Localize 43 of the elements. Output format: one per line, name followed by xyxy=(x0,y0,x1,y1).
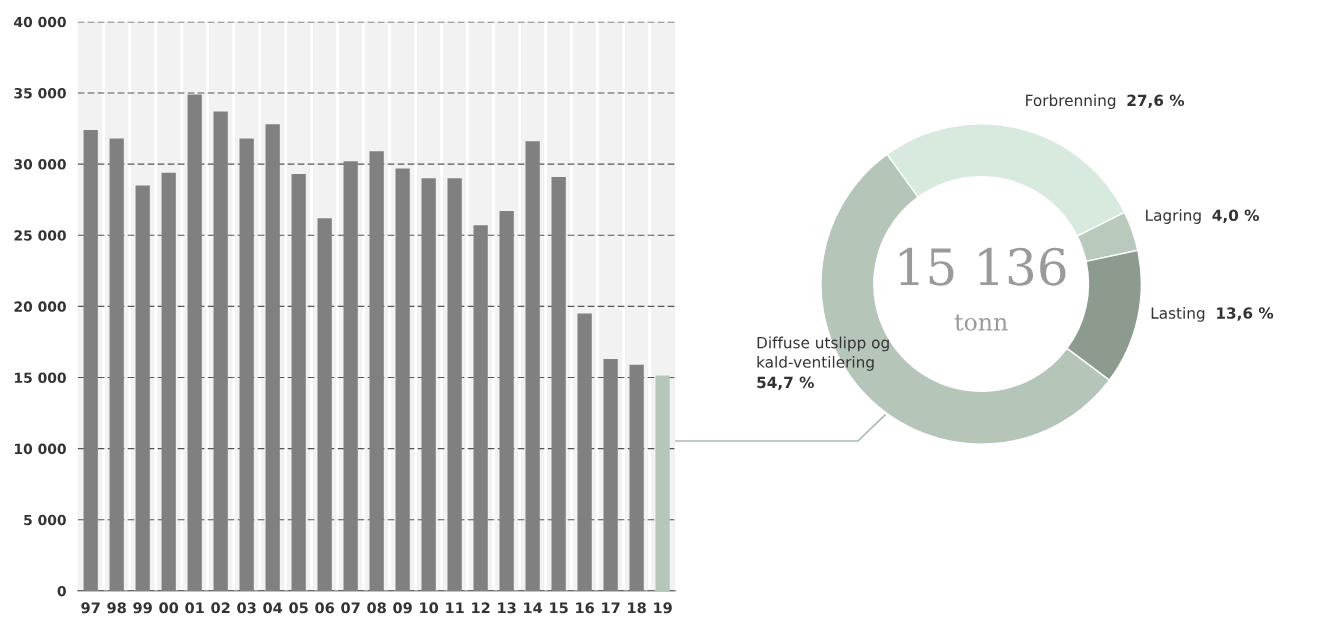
y-tick-label: 25 000 xyxy=(14,230,66,241)
y-tick-label: 20 000 xyxy=(14,301,66,312)
y-tick-label: 5 000 xyxy=(24,514,66,526)
data-label: 27,6 % xyxy=(1127,94,1185,109)
data-label: 4,0 % xyxy=(1212,209,1259,223)
y-tick-label: 35 000 xyxy=(14,87,66,99)
x-tick-label: 16 xyxy=(576,602,594,614)
x-tick-label: 05 xyxy=(289,602,308,614)
y-tick-label: 0 xyxy=(57,585,66,597)
x-tick-label: 07 xyxy=(341,602,360,614)
x-tick-label: 03 xyxy=(237,602,256,614)
x-tick-label: 08 xyxy=(367,602,386,614)
x-tick-label: 15 xyxy=(550,602,568,614)
x-tick-label: 11 xyxy=(446,602,464,614)
x-tick-label: 99 xyxy=(133,602,152,614)
x-tick-label: 18 xyxy=(628,602,646,614)
x-tick-label: 01 xyxy=(185,602,204,614)
y-tick-label: 10 000 xyxy=(15,443,66,455)
x-tick-label: 06 xyxy=(315,602,335,614)
x-tick-label: 17 xyxy=(602,602,620,614)
x-tick-label: 13 xyxy=(498,602,516,614)
data-label: 54,7 % xyxy=(757,376,814,391)
y-tick-label: 30 000 xyxy=(14,159,66,170)
x-tick-label: 12 xyxy=(472,602,490,614)
slice-label: Diffuse utslipp og kald-ventilering xyxy=(757,336,889,371)
x-tick-label: 10 xyxy=(420,602,439,614)
text: 15 136 xyxy=(899,247,1066,286)
x-tick-label: 00 xyxy=(159,602,179,614)
slice-label: Lagring xyxy=(1146,209,1201,224)
x-tick-label: 97 xyxy=(81,602,100,614)
x-tick-label: 09 xyxy=(393,602,412,614)
slice-label: Forbrenning xyxy=(1026,94,1116,110)
slice-label: Lasting xyxy=(1151,307,1205,322)
x-tick-label: 02 xyxy=(211,602,230,614)
text: tonn xyxy=(954,314,1008,331)
bar xyxy=(655,375,670,591)
y-tick-label: 40 000 xyxy=(14,16,66,28)
x-tick-label: 14 xyxy=(524,602,543,614)
x-tick-label: 19 xyxy=(654,602,672,614)
y-tick-label: 15 000 xyxy=(15,372,66,383)
x-tick-label: 98 xyxy=(107,602,126,614)
data-label: 13,6 % xyxy=(1217,307,1274,321)
x-tick-label: 04 xyxy=(263,602,283,614)
